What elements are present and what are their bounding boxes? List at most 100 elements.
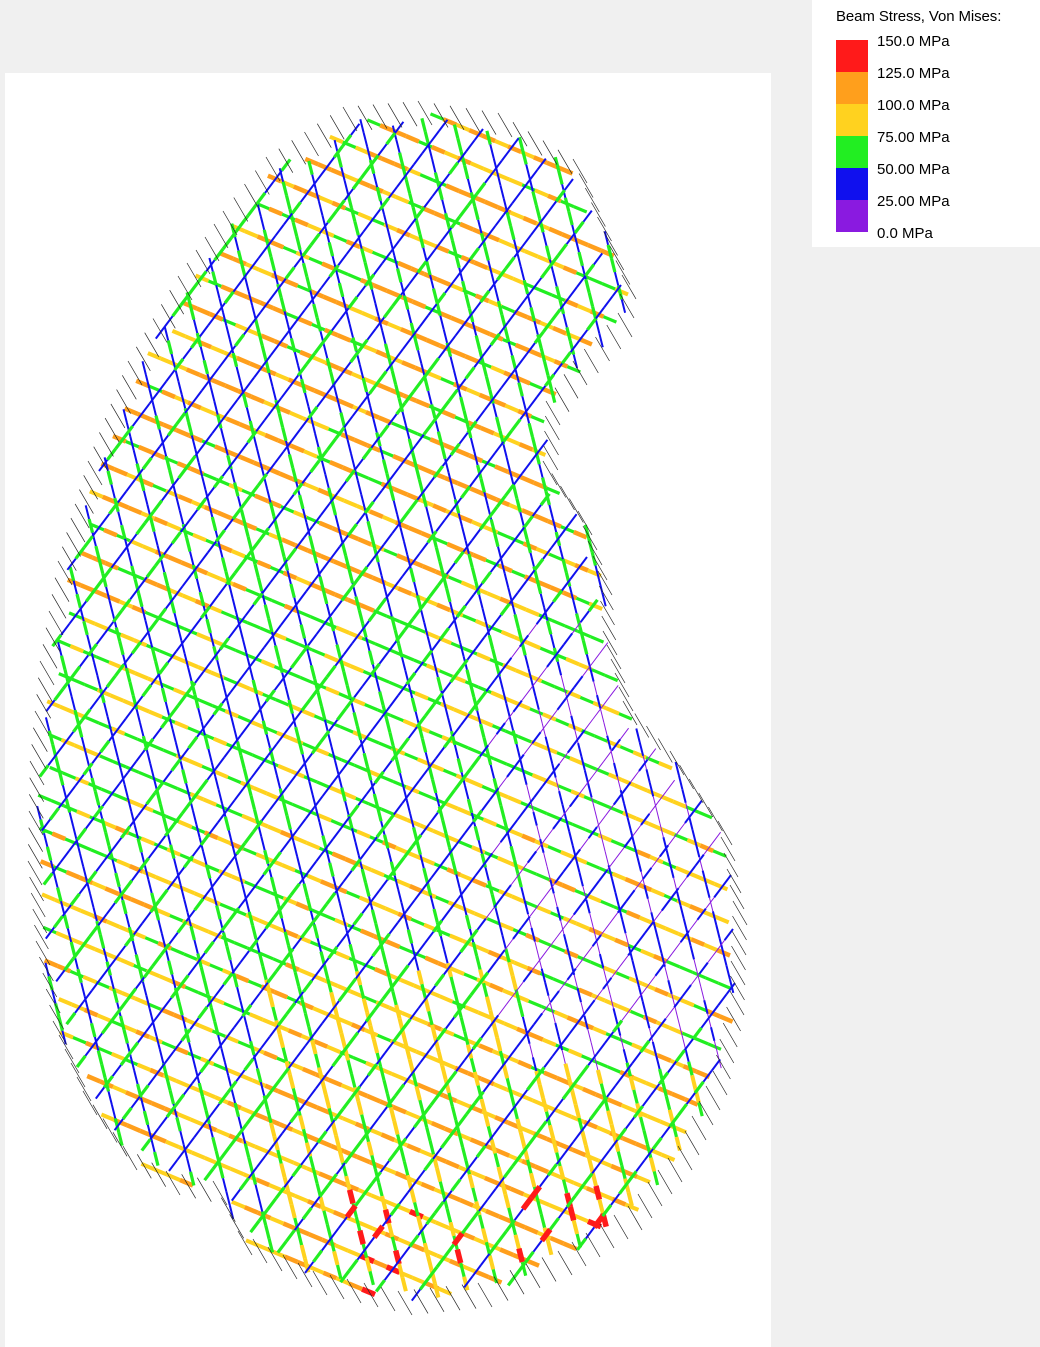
beam-member (696, 907, 707, 921)
beam-member (209, 963, 224, 972)
beam-member (176, 693, 188, 707)
beam-member (450, 966, 465, 976)
beam-member (90, 523, 105, 532)
beam-member (406, 445, 417, 458)
beam-member (539, 947, 549, 960)
beam-member (390, 975, 402, 989)
beam-member (669, 864, 675, 879)
beam-member (485, 679, 496, 693)
beam-member (384, 813, 396, 827)
beam-member (107, 952, 122, 962)
beam-member (415, 398, 431, 409)
beam-member (325, 686, 340, 696)
beam-member (556, 697, 567, 711)
beam-member (292, 184, 308, 195)
beam-member (562, 1241, 578, 1251)
beam-member (141, 456, 153, 470)
beam-member (303, 449, 318, 459)
beam-member (256, 473, 268, 487)
beam-member (301, 1066, 317, 1077)
beam-member (411, 1061, 422, 1075)
beam-member (424, 931, 435, 944)
beam-member (589, 667, 595, 682)
beam-member (380, 705, 391, 719)
beam-member (253, 365, 264, 378)
beam-member (422, 247, 428, 262)
beam-member (404, 752, 419, 761)
beam-member (490, 1068, 502, 1082)
beam-member (74, 546, 86, 560)
beam-member (595, 319, 601, 334)
beam-member (308, 179, 319, 192)
legend-swatch-150 (836, 40, 868, 72)
beam-member (515, 299, 526, 312)
beam-member (201, 378, 211, 392)
beam-member (282, 245, 297, 255)
beam-member (225, 1191, 231, 1206)
beam-member (454, 253, 461, 269)
beam-member (524, 1023, 535, 1037)
beam-member (444, 833, 452, 848)
edge-tick (732, 900, 748, 926)
beam-member (131, 868, 141, 882)
beam-member (584, 263, 596, 277)
edge-tick (571, 1241, 587, 1267)
beam-member (459, 940, 471, 954)
beam-member (596, 694, 602, 709)
beam-member (489, 1139, 498, 1154)
beam-member (460, 580, 476, 590)
beam-member (326, 437, 338, 451)
beam-member (593, 1059, 609, 1069)
beam-member (642, 867, 653, 880)
beam-member (414, 220, 422, 235)
beam-member (577, 251, 584, 267)
beam-member (295, 1101, 302, 1116)
model-viewport[interactable] (5, 73, 771, 1347)
beam-member (264, 1224, 271, 1240)
beam-member (335, 644, 342, 659)
beam-member (353, 221, 360, 236)
beam-member (591, 797, 596, 812)
beam-member (467, 553, 474, 568)
beam-member (541, 1001, 551, 1014)
beam-member (272, 631, 287, 641)
beam-member (632, 1105, 644, 1119)
beam-member (157, 919, 163, 934)
beam-member (425, 506, 431, 521)
beam-member (200, 605, 212, 619)
beam-member (464, 821, 475, 834)
beam-member (660, 898, 672, 912)
beam-member (338, 366, 353, 376)
beam-member (318, 201, 324, 216)
beam-member (156, 544, 162, 559)
beam-member (478, 1214, 485, 1229)
beam-member (584, 278, 591, 294)
beam-member (309, 1265, 325, 1275)
beam-member (416, 260, 428, 274)
beam-member (193, 694, 200, 709)
beam-member (202, 887, 213, 900)
beam-member (429, 1088, 445, 1098)
beam-member (161, 389, 176, 400)
beam-member (416, 488, 427, 501)
beam-member (148, 1035, 163, 1045)
beam-member (442, 1194, 449, 1210)
beam-member (158, 1049, 165, 1064)
beam-member (319, 957, 330, 971)
beam-member (514, 668, 530, 678)
beam-member (214, 529, 226, 543)
beam-member (638, 741, 645, 756)
beam-member (700, 1015, 711, 1029)
beam-member (519, 180, 530, 193)
beam-member (464, 1160, 471, 1175)
beam-member (598, 333, 604, 348)
beam-member (558, 979, 568, 992)
beam-member (106, 447, 118, 461)
beam-member (415, 942, 426, 955)
beam-member (251, 925, 258, 940)
beam-member (274, 959, 286, 973)
beam-member (349, 989, 365, 999)
beam-member (176, 1147, 187, 1161)
edge-tick (551, 473, 567, 498)
edge-tick (329, 1274, 345, 1300)
